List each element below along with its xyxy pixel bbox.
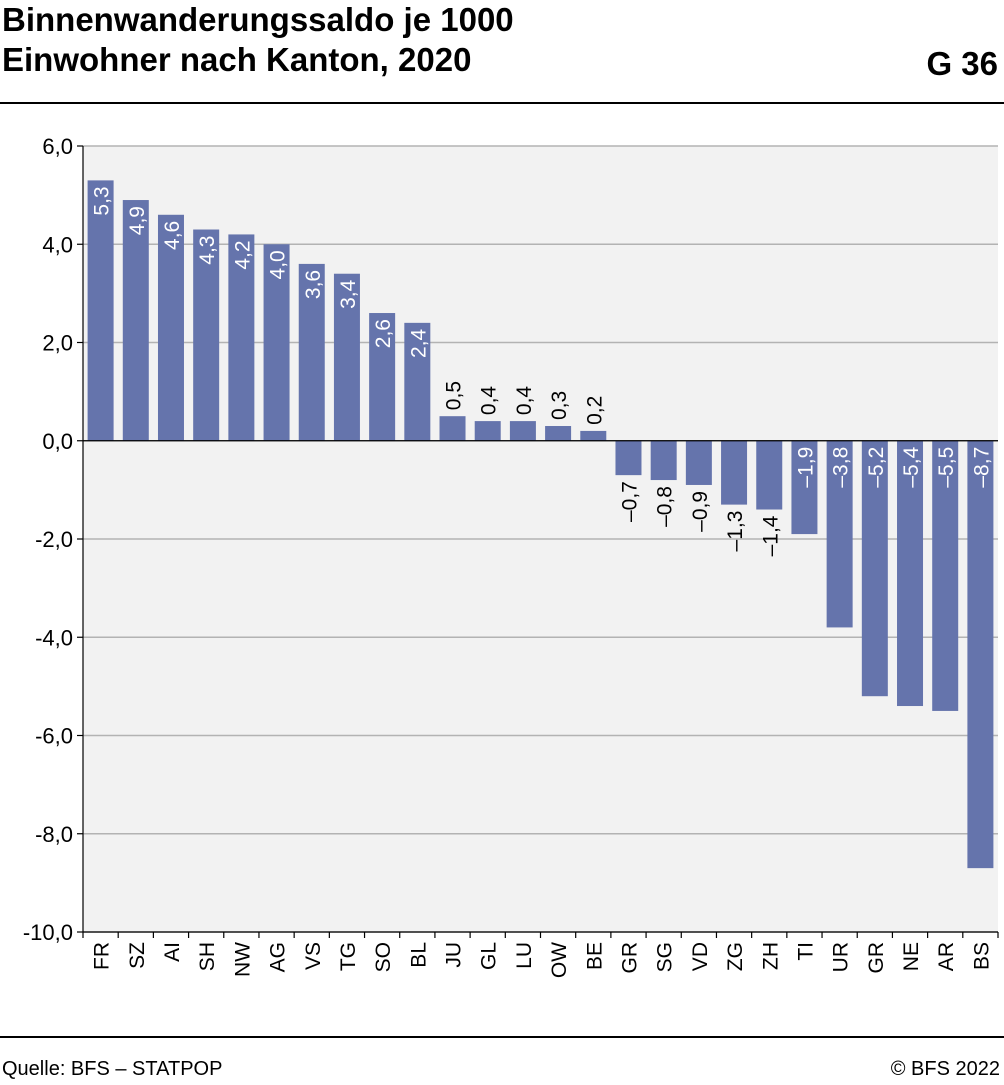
data-label: –5,4 (900, 446, 923, 487)
x-tick-label: AG (267, 942, 290, 972)
data-label: 5,3 (91, 186, 114, 215)
bar (333, 273, 360, 441)
y-tick-label: -8,0 (35, 822, 73, 847)
bar (298, 263, 325, 441)
bar (157, 214, 184, 441)
x-tick-label: BL (407, 942, 430, 968)
data-label: 0,4 (478, 386, 501, 416)
y-tick-label: 4,0 (42, 232, 73, 257)
bar (791, 440, 818, 535)
footer-rule (0, 1036, 1004, 1038)
bar (897, 440, 924, 707)
data-label: 0,2 (583, 396, 606, 425)
bar (474, 421, 501, 441)
chart-code: G 36 (926, 45, 998, 82)
x-tick-label: VS (302, 942, 325, 970)
x-tick-label: VD (689, 942, 712, 971)
x-tick-label: GR (865, 942, 888, 974)
data-label: 0,5 (443, 381, 466, 410)
x-tick-label: JU (443, 942, 466, 968)
y-tick-label: 6,0 (42, 134, 73, 159)
bar (826, 440, 853, 628)
x-tick-label: BE (583, 942, 606, 970)
y-tick-label: -6,0 (35, 724, 73, 749)
bar (721, 440, 748, 505)
x-tick-label: ZH (759, 942, 782, 970)
y-tick-label: -2,0 (35, 527, 73, 552)
bar (369, 313, 396, 441)
data-label: 0,4 (513, 386, 536, 416)
header-rule (0, 102, 1004, 104)
y-tick-label: 2,0 (42, 331, 73, 356)
bar (439, 416, 466, 441)
bar (193, 229, 220, 441)
bars: 5,3 4,9 4,6 4,3 4,2 4,0 3,6 3,4 2,6 2,4 0,5 0,4 0,4 0… (87, 180, 994, 869)
chart-title-line2: Einwohner nach Kanton, 2020 (2, 41, 472, 78)
x-tick-label: GR (618, 942, 641, 974)
x-tick-label: BS (970, 942, 993, 970)
y-tick-label: -10,0 (23, 920, 73, 945)
data-label: 0,3 (548, 391, 571, 420)
data-label: 4,9 (126, 206, 149, 235)
x-tick-label: NW (231, 942, 254, 977)
x-tick-label: AI (161, 942, 184, 962)
data-label: –0,8 (654, 486, 677, 527)
bar (756, 440, 783, 510)
bar (87, 180, 114, 441)
x-tick-label: NE (900, 942, 923, 971)
bar (685, 440, 712, 485)
y-tick-label: -4,0 (35, 625, 73, 650)
x-tick-label: TG (337, 942, 360, 971)
bar (932, 440, 959, 711)
x-tick-label: ZG (724, 942, 747, 971)
copyright-note: © BFS 2022 (890, 1058, 1000, 1080)
x-tick-label: SZ (126, 942, 149, 969)
x-tick-label: GL (478, 942, 501, 970)
x-tick-label: OW (548, 942, 571, 978)
data-label: 2,4 (407, 329, 430, 359)
data-label: 3,6 (302, 270, 325, 299)
bar (228, 234, 255, 441)
data-label: 3,4 (337, 279, 360, 309)
data-label: 2,6 (372, 319, 395, 348)
bar (404, 322, 431, 441)
x-tick-label: FR (91, 942, 114, 970)
data-label: –0,9 (689, 491, 712, 532)
bar (509, 421, 536, 441)
data-label: –1,4 (759, 515, 782, 556)
bar (545, 426, 572, 441)
bar (650, 440, 677, 481)
data-label: –0,7 (618, 481, 641, 522)
bar (580, 430, 607, 441)
bar (861, 440, 888, 697)
data-label: –3,8 (830, 447, 853, 488)
data-label: 4,3 (196, 236, 219, 265)
y-axis-ticks: 6,0 4,0 2,0 0,0 -2,0 -4,0 -6,0 -8,0 -10,0 (23, 134, 84, 945)
y-tick-label: 0,0 (42, 429, 73, 454)
x-tick-label: TI (794, 942, 817, 961)
chart-title-line1: Binnenwanderungssaldo je 1000 (2, 1, 514, 38)
data-label: 4,2 (231, 240, 254, 269)
bar (122, 200, 149, 441)
data-label: –5,2 (865, 447, 888, 488)
x-tick-label: SO (372, 942, 395, 972)
bar (263, 244, 290, 441)
bar (615, 440, 642, 476)
data-label: 4,0 (267, 250, 290, 279)
data-label: –5,5 (935, 447, 958, 488)
x-tick-label: AR (935, 942, 958, 971)
bar (967, 440, 994, 869)
data-label: –1,3 (724, 511, 747, 552)
data-label: –1,9 (794, 447, 817, 488)
x-axis-ticks: FR SZ AI SH NW AG VS TG SO BL JU GL LU OW BE GR SG VD ZG ZH… (82, 440, 999, 978)
x-tick-label: UR (830, 942, 853, 972)
source-note: Quelle: BFS – STATPOP (2, 1058, 223, 1080)
data-label: 4,6 (161, 221, 184, 250)
x-tick-label: SH (196, 942, 219, 971)
x-tick-label: LU (513, 942, 536, 969)
data-label: –8,7 (970, 447, 993, 488)
chart-title: Binnenwanderungssaldo je 1000 Einwohner … (2, 0, 762, 80)
x-tick-label: SG (654, 942, 677, 972)
